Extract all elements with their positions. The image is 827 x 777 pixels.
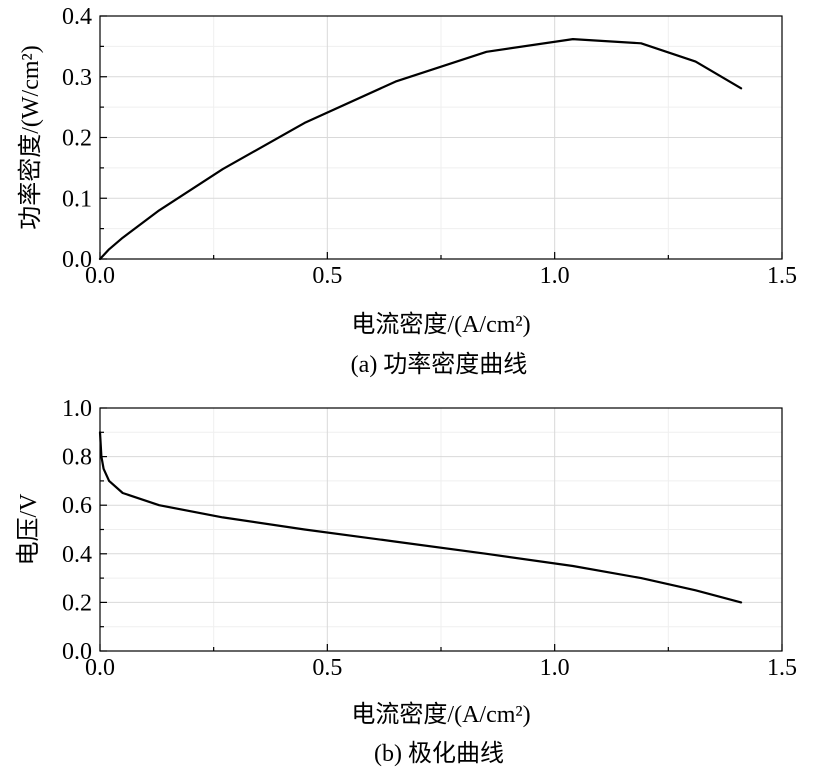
y-tick-label: 0.2 xyxy=(62,126,92,152)
x-tick-label: 0.0 xyxy=(85,263,115,289)
y-tick-label: 0.0 xyxy=(62,247,92,273)
series-line xyxy=(98,37,743,261)
y-tick-label: 0.8 xyxy=(62,445,92,471)
x-tick-label: 1.5 xyxy=(767,263,797,289)
series-line xyxy=(98,431,743,604)
x-tick-label: 0.5 xyxy=(312,263,342,289)
y-tick-label: 1.0 xyxy=(62,396,92,422)
chart-caption: (a) 功率密度曲线 xyxy=(351,351,528,378)
y-tick-label: 0.3 xyxy=(62,65,92,91)
x-tick-label: 0.5 xyxy=(312,655,342,681)
x-tick-label: 1.0 xyxy=(540,263,570,289)
y-tick-label: 0.4 xyxy=(62,542,92,568)
x-tick-label: 0.0 xyxy=(85,655,115,681)
y-tick-label: 0.6 xyxy=(62,493,92,519)
y-tick-label: 0.0 xyxy=(62,639,92,665)
y-tick-label: 0.2 xyxy=(62,590,92,616)
power-density-chart: 0.0 0.5 1.0 1.5 0.0 0.1 0.2 0.3 0.4 电流密度/(A/cm²) 功… xyxy=(17,4,797,378)
chart-caption: (b) 极化曲线 xyxy=(374,740,504,767)
x-axis-label: 电流密度/(A/cm²) xyxy=(351,701,530,728)
y-axis-label: 电压/V xyxy=(15,493,42,566)
x-tick-label: 1.0 xyxy=(540,655,570,681)
y-tick-label: 0.1 xyxy=(62,186,92,212)
x-axis-label: 电流密度/(A/cm²) xyxy=(351,311,530,338)
y-tick-label: 0.4 xyxy=(62,4,92,30)
x-tick-label: 1.5 xyxy=(767,655,797,681)
polarization-chart: 0.0 0.5 1.0 1.5 0.0 0.2 0.4 0.6 0.8 1.0 电流密度/(A/cm… xyxy=(15,396,797,767)
y-axis-label: 功率密度/(W/cm²) xyxy=(17,45,44,230)
